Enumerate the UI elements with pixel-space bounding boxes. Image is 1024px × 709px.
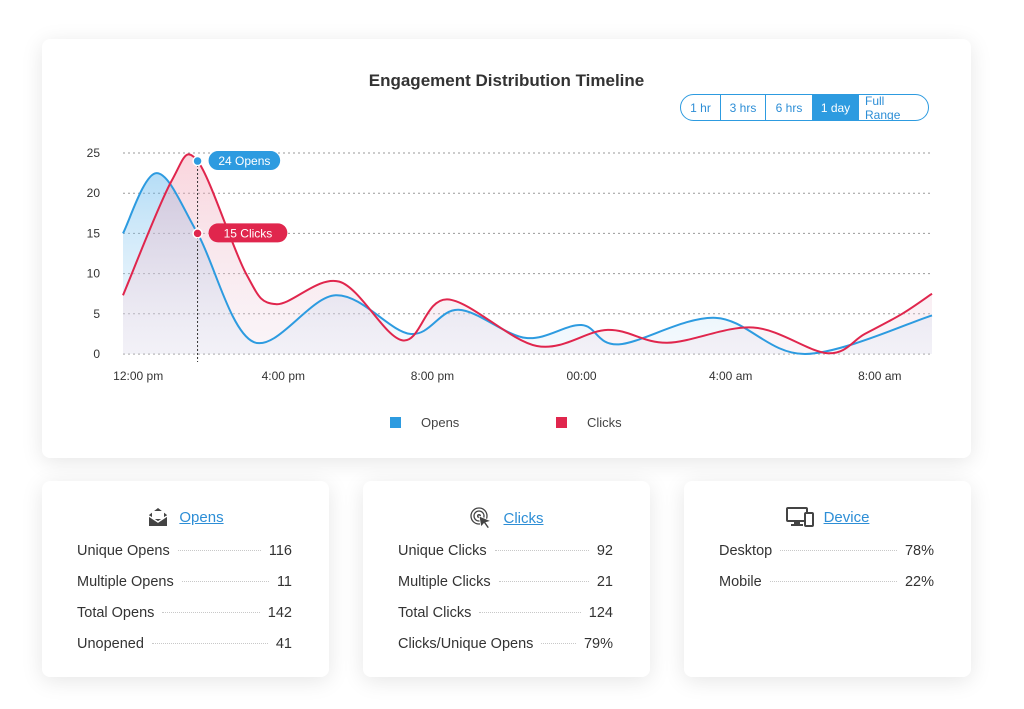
y-tick-label: 25 <box>87 146 101 160</box>
range-button-full-range[interactable]: Full Range <box>858 95 928 120</box>
device-card-header: Device <box>684 507 971 527</box>
legend-clicks[interactable]: Clicks <box>556 415 622 430</box>
range-button-6hrs[interactable]: 6 hrs <box>765 95 812 120</box>
clicks-area <box>123 154 932 354</box>
clicks-tooltip <box>208 223 288 243</box>
stat-row-total-opens: Total Opens 142 <box>77 605 292 636</box>
y-tick-label: 0 <box>93 347 100 361</box>
cursor-click-icon <box>469 507 492 529</box>
x-tick-label: 8:00 pm <box>411 369 454 383</box>
opens-card-header: Opens <box>42 507 329 527</box>
x-tick-label: 4:00 pm <box>262 369 305 383</box>
stat-row-unopened: Unopened 41 <box>77 636 292 667</box>
opens-stats-card: Opens Unique Opens 116 Multiple Opens 11 T… <box>42 481 329 677</box>
opens-link[interactable]: Opens <box>179 508 224 526</box>
stat-label: Unique Clicks <box>398 543 487 559</box>
opens-stats-list: Unique Opens 116 Multiple Opens 11 Total O… <box>77 543 292 667</box>
stat-value: 22% <box>904 574 934 590</box>
desktop-mobile-icon <box>785 507 814 527</box>
legend-clicks-label: Clicks <box>587 415 622 430</box>
stat-row-unique-opens: Unique Opens 116 <box>77 543 292 574</box>
stat-label: Multiple Opens <box>77 574 174 590</box>
x-tick-label: 12:00 pm <box>113 369 163 383</box>
stat-value: 142 <box>267 605 292 621</box>
device-stats-card: Device Desktop 78% Mobile 22% <box>684 481 971 677</box>
opens-series-line <box>122 172 933 356</box>
x-tick-label: 4:00 am <box>709 369 752 383</box>
y-tick-label: 5 <box>93 307 100 321</box>
stat-row-mobile: Mobile 22% <box>719 574 934 605</box>
stat-value: 92 <box>596 543 613 559</box>
chart-title: Engagement Distribution Timeline <box>368 71 645 90</box>
legend-opens-label: Opens <box>421 415 460 430</box>
stat-label: Total Clicks <box>398 605 472 621</box>
clicks-hover-point <box>192 228 203 239</box>
stat-row-multiple-opens: Multiple Opens 11 <box>77 574 292 605</box>
envelope-icon <box>148 508 168 526</box>
stat-label: Unopened <box>77 636 144 652</box>
stat-value: 78% <box>904 543 934 559</box>
legend-clicks-swatch <box>556 417 567 428</box>
clicks-stats-card: Clicks Unique Clicks 92 Multiple Clicks 21… <box>363 481 650 677</box>
stat-value: 79% <box>583 636 613 652</box>
clicks-series-line <box>122 153 933 355</box>
stat-value: 124 <box>588 605 613 621</box>
stat-label: Desktop <box>719 543 773 559</box>
range-button-1day[interactable]: 1 day <box>812 95 858 120</box>
stat-label: Mobile <box>719 574 762 590</box>
range-button-1hr[interactable]: 1 hr <box>690 100 711 115</box>
stat-value: 11 <box>276 574 292 590</box>
stat-value: 41 <box>275 636 292 652</box>
device-stats-list: Desktop 78% Mobile 22% <box>719 543 934 605</box>
opens-hover-point <box>192 155 203 167</box>
legend-opens-swatch <box>390 417 401 428</box>
range-button-3hrs[interactable]: 3 hrs <box>720 95 765 120</box>
clicks-card-header: Clicks <box>363 507 650 529</box>
clicks-stats-list: Unique Clicks 92 Multiple Clicks 21 Total … <box>398 543 613 667</box>
stat-label: Unique Opens <box>77 543 170 559</box>
opens-tooltip <box>208 151 281 171</box>
time-range-selector: 1 hr 3 hrs 6 hrs 1 day Full Range <box>680 94 929 121</box>
stat-label: Clicks/Unique Opens <box>398 636 534 652</box>
stat-row-total-clicks: Total Clicks 124 <box>398 605 613 636</box>
stat-label: Multiple Clicks <box>398 574 491 590</box>
stat-label: Total Opens <box>77 605 155 621</box>
engagement-chart-card: 0 5 10 15 20 25 12:00 pm 4:00 pm 8:00 pm 00:00 4:0… <box>42 39 971 458</box>
opens-tooltip-label: 24 Opens <box>218 154 270 168</box>
stat-value: 116 <box>268 543 292 559</box>
stat-row-multiple-clicks: Multiple Clicks 21 <box>398 574 613 605</box>
x-tick-label: 00:00 <box>567 369 597 383</box>
stat-row-clicks-per-unique-opens: Clicks/Unique Opens 79% <box>398 636 613 667</box>
stat-value: 21 <box>596 574 613 590</box>
y-tick-label: 10 <box>87 267 101 281</box>
y-tick-label: 15 <box>87 226 101 240</box>
legend-opens[interactable]: Opens <box>390 415 459 430</box>
x-tick-label: 8:00 am <box>858 369 901 383</box>
engagement-chart: 0 5 10 15 20 25 12:00 pm 4:00 pm 8:00 pm 00:00 4:0… <box>87 146 933 383</box>
device-link[interactable]: Device <box>823 508 870 526</box>
stat-row-desktop: Desktop 78% <box>719 543 934 574</box>
clicks-link[interactable]: Clicks <box>503 509 544 527</box>
clicks-tooltip-label: 15 Clicks <box>224 226 273 240</box>
y-tick-label: 20 <box>87 186 101 200</box>
stat-row-unique-clicks: Unique Clicks 92 <box>398 543 613 574</box>
